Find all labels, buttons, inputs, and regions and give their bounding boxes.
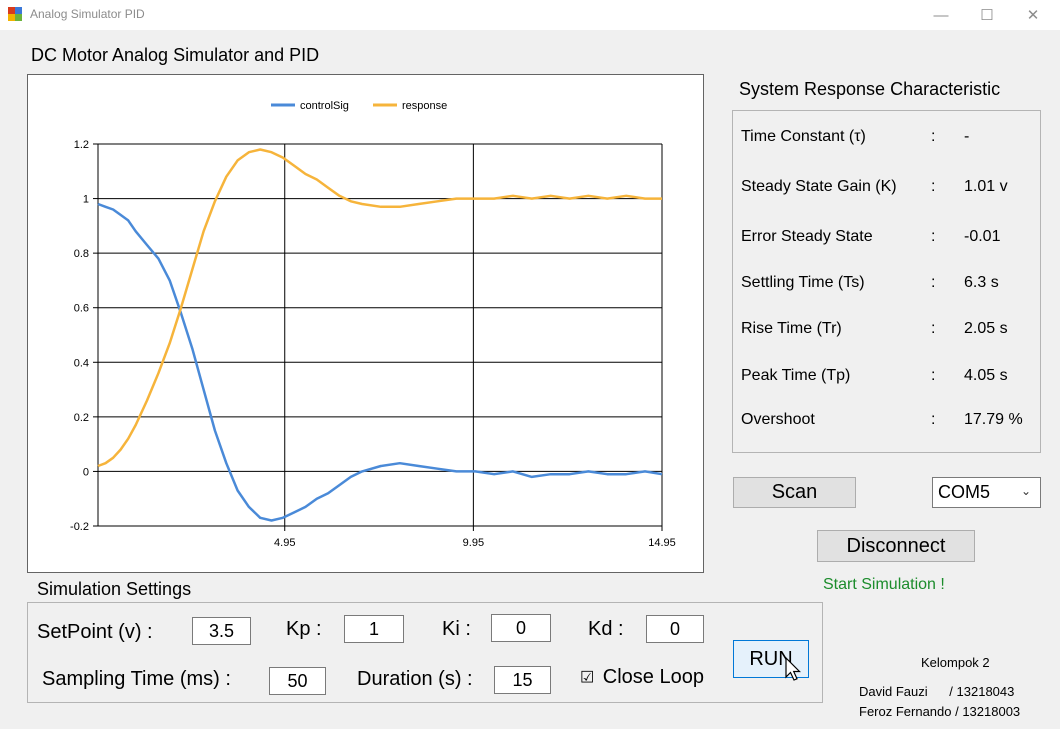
x-tick-label: 9.95 [463, 537, 484, 549]
series-line-controlSig [97, 202, 663, 522]
x-tick-label: 14.95 [648, 537, 676, 549]
app-icon [8, 7, 22, 21]
sampling-time-label: Sampling Time (ms) : [42, 668, 231, 690]
response-chart: 1.2 1 0.8 0.6 0.4 0.2 0 -0.2 4.95 9.95 14.95 contr… [27, 74, 704, 573]
characteristic-separator: : [931, 320, 936, 337]
window-title: Analog Simulator PID [30, 7, 145, 21]
run-button-label: RUN [749, 647, 793, 670]
characteristic-separator: : [931, 367, 936, 384]
ki-label: Ki : [442, 618, 471, 640]
characteristic-name: Error Steady State [741, 228, 873, 245]
close-button[interactable]: ✕ [1026, 7, 1040, 24]
mouse-cursor-icon [785, 657, 801, 681]
characteristic-name: Overshoot [741, 411, 815, 428]
sampling-time-input[interactable]: 50 [269, 667, 326, 695]
scan-button[interactable]: Scan [733, 477, 856, 508]
y-tick-label: 0.4 [74, 357, 89, 369]
characteristic-name: Settling Time (Ts) [741, 274, 865, 291]
characteristic-value: 17.79 % [964, 411, 1023, 428]
y-tick-label: 0.6 [74, 303, 89, 315]
setpoint-label: SetPoint (v) : [37, 621, 153, 643]
member-1: David Fauzi / 13218043 [859, 684, 1015, 699]
characteristic-separator: : [931, 178, 936, 195]
kd-input[interactable]: 0 [646, 615, 704, 643]
setpoint-input[interactable]: 3.5 [192, 617, 251, 645]
y-tick-label: -0.2 [70, 521, 89, 533]
characteristic-value: 2.05 s [964, 320, 1008, 337]
characteristic-name: Rise Time (Tr) [741, 320, 842, 337]
kd-label: Kd : [588, 618, 624, 640]
characteristic-value: 1.01 v [964, 178, 1008, 195]
status-message: Start Simulation ! [823, 576, 945, 593]
characteristic-separator: : [931, 128, 936, 145]
response-characteristic-panel [732, 110, 1041, 453]
characteristic-name: Steady State Gain (K) [741, 178, 897, 195]
window-title-bar: Analog Simulator PID — ☐ ✕ [0, 0, 1060, 30]
y-tick-label: 1.2 [74, 139, 89, 151]
y-tick-label: 0.8 [74, 248, 89, 260]
characteristic-separator: : [931, 228, 936, 245]
checkbox-checked-icon: ☑ [580, 669, 595, 687]
legend-label: response [402, 100, 447, 112]
settings-title: Simulation Settings [37, 579, 192, 599]
duration-input[interactable]: 15 [494, 666, 551, 694]
legend-label: controlSig [300, 100, 349, 112]
simulation-settings-panel [27, 602, 823, 703]
y-tick-label: 0 [83, 466, 89, 478]
chart-plot: 1.2 1 0.8 0.6 0.4 0.2 0 -0.2 4.95 9.95 14.95 contr… [70, 100, 676, 549]
kp-input[interactable]: 1 [344, 615, 404, 643]
characteristic-separator: : [931, 274, 936, 291]
close-loop-label: Close Loop [602, 666, 704, 688]
characteristic-name: Time Constant (τ) [741, 128, 866, 145]
maximize-button[interactable]: ☐ [980, 7, 994, 24]
close-loop-checkbox[interactable]: ☑ Close Loop [580, 666, 704, 692]
duration-label: Duration (s) : [357, 668, 473, 690]
member-2: Feroz Fernando / 13218003 [859, 704, 1021, 719]
response-title: System Response Characteristic [739, 79, 1001, 99]
group-name: Kelompok 2 [921, 655, 990, 670]
com-port-value: COM5 [938, 482, 991, 502]
disconnect-button[interactable]: Disconnect [817, 530, 975, 562]
characteristic-value: 4.05 s [964, 367, 1008, 384]
characteristic-value: 6.3 s [964, 274, 999, 291]
com-port-select[interactable]: COM5 ⌄ [932, 477, 1041, 508]
y-tick-label: 1 [83, 194, 89, 206]
form-title: DC Motor Analog Simulator and PID [31, 45, 320, 65]
kp-label: Kp : [286, 618, 322, 640]
x-tick-label: 4.95 [274, 537, 295, 549]
characteristic-separator: : [931, 411, 936, 428]
chevron-down-icon: ⌄ [1021, 484, 1032, 498]
series-line-response [97, 148, 662, 468]
run-button[interactable]: RUN [733, 640, 809, 678]
characteristic-value: - [964, 128, 970, 145]
ki-input[interactable]: 0 [491, 614, 551, 642]
minimize-button[interactable]: — [933, 6, 949, 24]
characteristic-value: -0.01 [964, 228, 1001, 245]
characteristic-name: Peak Time (Tp) [741, 367, 851, 384]
y-tick-label: 0.2 [74, 412, 89, 424]
